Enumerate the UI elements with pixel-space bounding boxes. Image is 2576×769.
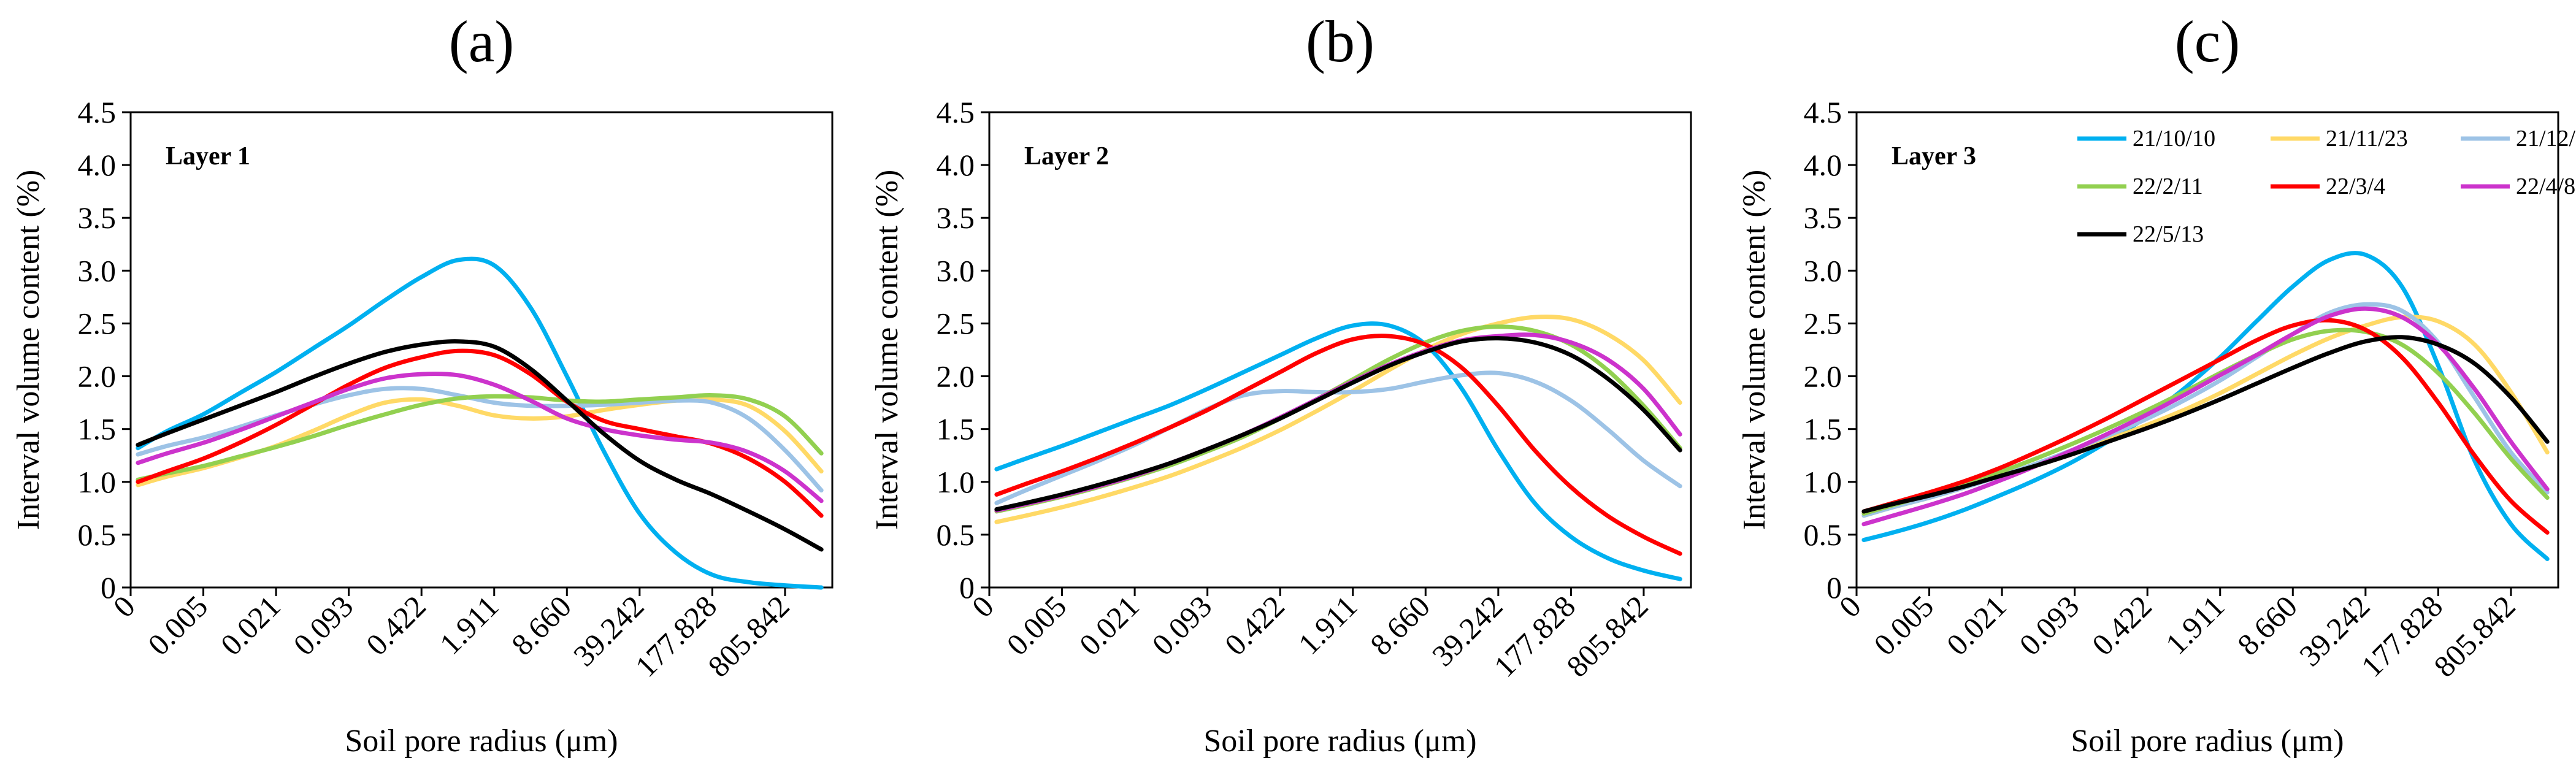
y-tick-label: 4.0 <box>78 148 117 182</box>
series-line-22-5-13 <box>1861 335 2550 514</box>
y-tick-label: 4.5 <box>937 95 975 129</box>
plot-frame <box>988 111 1692 589</box>
x-tick-label: 1.911 <box>433 589 505 661</box>
panel-2: (b)00.51.01.52.02.53.03.54.04.50 0.005 0.0… <box>870 9 1692 759</box>
y-tick-label: 1.5 <box>78 412 117 446</box>
y-tick-label: 0.5 <box>78 518 117 552</box>
y-tick-label: 1.0 <box>1804 465 1842 499</box>
series-line-21-10-10 <box>994 321 1682 581</box>
x-tick-label: 805.842 <box>2427 589 2522 684</box>
x-tick-label: 0.422 <box>1218 589 1291 662</box>
x-tick-label: 0 <box>107 589 142 624</box>
legend: 21/10/10 21/11/23 21/12/24 22/2/11 22/3/4 22/… <box>2077 126 2576 247</box>
x-tick-label: 0 <box>1833 589 1868 624</box>
panel-label: (b) <box>1306 9 1374 74</box>
layer-label: Layer 1 <box>166 142 250 170</box>
y-tick-label: 3.0 <box>78 253 117 288</box>
y-tick-label: 4.0 <box>1804 148 1842 182</box>
series-line-22-3-4 <box>1861 318 2550 535</box>
y-tick-label: 0 <box>959 570 975 605</box>
series-line-21-10-10 <box>136 256 824 590</box>
panel-1: (a)00.51.01.52.02.53.03.54.04.50 0.005 0.0… <box>11 9 834 759</box>
y-tick-label: 0.5 <box>937 518 975 552</box>
series-line-22-3-4 <box>994 334 1682 556</box>
y-tick-label: 4.5 <box>1804 95 1842 129</box>
x-tick-label: 805.842 <box>701 589 796 684</box>
x-tick-label: 0.021 <box>214 589 287 662</box>
legend-entry: 22/3/4 <box>2326 174 2385 199</box>
legend-entry: 22/4/8 <box>2516 174 2575 199</box>
x-tick-label: 8.660 <box>505 589 578 662</box>
y-tick-label: 2.0 <box>937 359 975 394</box>
x-axis-title: Soil pore radius (μm) <box>2071 724 2344 759</box>
y-tick-label: 0 <box>1827 570 1842 605</box>
legend-entry: 22/5/13 <box>2133 221 2204 247</box>
x-axis-title: Soil pore radius (μm) <box>345 724 618 759</box>
y-tick-label: 2.5 <box>937 306 975 340</box>
series-line-21-12-24 <box>136 386 824 493</box>
x-tick-label: 177.828 <box>1487 589 1582 684</box>
x-tick-label: 0.093 <box>1145 589 1218 662</box>
y-tick-label: 4.0 <box>937 148 975 182</box>
legend-entry: 21/12/24 <box>2516 126 2576 151</box>
series-line-22-4-8 <box>1861 306 2550 527</box>
plot-frame <box>129 111 834 589</box>
x-tick-label: 805.842 <box>1560 589 1655 684</box>
x-tick-label: 177.828 <box>629 589 724 684</box>
panel-3: (c)00.51.01.52.02.53.03.54.04.50 0.005 0.0… <box>1737 9 2559 759</box>
x-tick-label: 0.021 <box>1940 589 2013 662</box>
x-tick-label: 0.422 <box>2085 589 2158 662</box>
series-line-21-10-10 <box>1861 251 2550 561</box>
y-tick-label: 3.5 <box>1804 201 1842 235</box>
x-tick-label: 1.911 <box>1292 589 1364 661</box>
x-tick-label: 0.005 <box>1867 589 1940 662</box>
x-tick-label: 0 <box>965 589 1000 624</box>
y-tick-label: 1.5 <box>937 412 975 446</box>
legend-entry: 21/11/23 <box>2326 126 2408 151</box>
plot-frame <box>1855 111 2559 589</box>
y-tick-label: 1.0 <box>78 465 117 499</box>
legend-entry: 22/2/11 <box>2133 174 2203 199</box>
y-tick-label: 0 <box>101 570 116 605</box>
x-tick-label: 1.911 <box>2159 589 2231 661</box>
x-tick-label: 8.660 <box>1363 589 1436 662</box>
y-tick-label: 3.0 <box>937 253 975 288</box>
y-tick-label: 0.5 <box>1804 518 1842 552</box>
legend-entry: 21/10/10 <box>2133 126 2215 151</box>
series-line-22-4-8 <box>136 372 824 503</box>
y-tick-label: 3.5 <box>937 201 975 235</box>
series-line-22-3-4 <box>136 348 824 518</box>
x-tick-label: 0.422 <box>359 589 432 662</box>
y-axis-title: Interval volume content (%) <box>870 170 905 530</box>
layer-label: Layer 2 <box>1024 142 1109 170</box>
series-line-21-11-23 <box>994 315 1682 524</box>
y-tick-label: 1.0 <box>937 465 975 499</box>
x-tick-label: 0.005 <box>141 589 214 662</box>
y-tick-label: 3.5 <box>78 201 117 235</box>
y-tick-label: 2.5 <box>1804 306 1842 340</box>
x-tick-label: 0.093 <box>2012 589 2085 662</box>
x-tick-label: 0.093 <box>286 589 359 662</box>
x-axis-title: Soil pore radius (μm) <box>1203 724 1476 759</box>
y-tick-label: 2.5 <box>78 306 117 340</box>
x-tick-label: 8.660 <box>2231 589 2304 662</box>
layer-label: Layer 3 <box>1892 142 1976 170</box>
panel-label: (a) <box>449 9 515 74</box>
y-tick-label: 2.0 <box>78 359 117 394</box>
y-tick-label: 1.5 <box>1804 412 1842 446</box>
y-axis-title: Interval volume content (%) <box>1737 170 1772 530</box>
series-line-22-5-13 <box>994 336 1682 512</box>
y-axis-title: Interval volume content (%) <box>11 170 46 530</box>
series-line-22-5-13 <box>136 339 824 552</box>
x-tick-label: 0.021 <box>1073 589 1146 662</box>
series-line-22-2-11 <box>136 393 824 482</box>
x-tick-label: 0.005 <box>1000 589 1073 662</box>
panel-label: (c) <box>2175 9 2241 74</box>
y-tick-label: 4.5 <box>78 95 117 129</box>
y-tick-label: 2.0 <box>1804 359 1842 394</box>
y-tick-label: 3.0 <box>1804 253 1842 288</box>
x-tick-label: 177.828 <box>2355 589 2450 684</box>
